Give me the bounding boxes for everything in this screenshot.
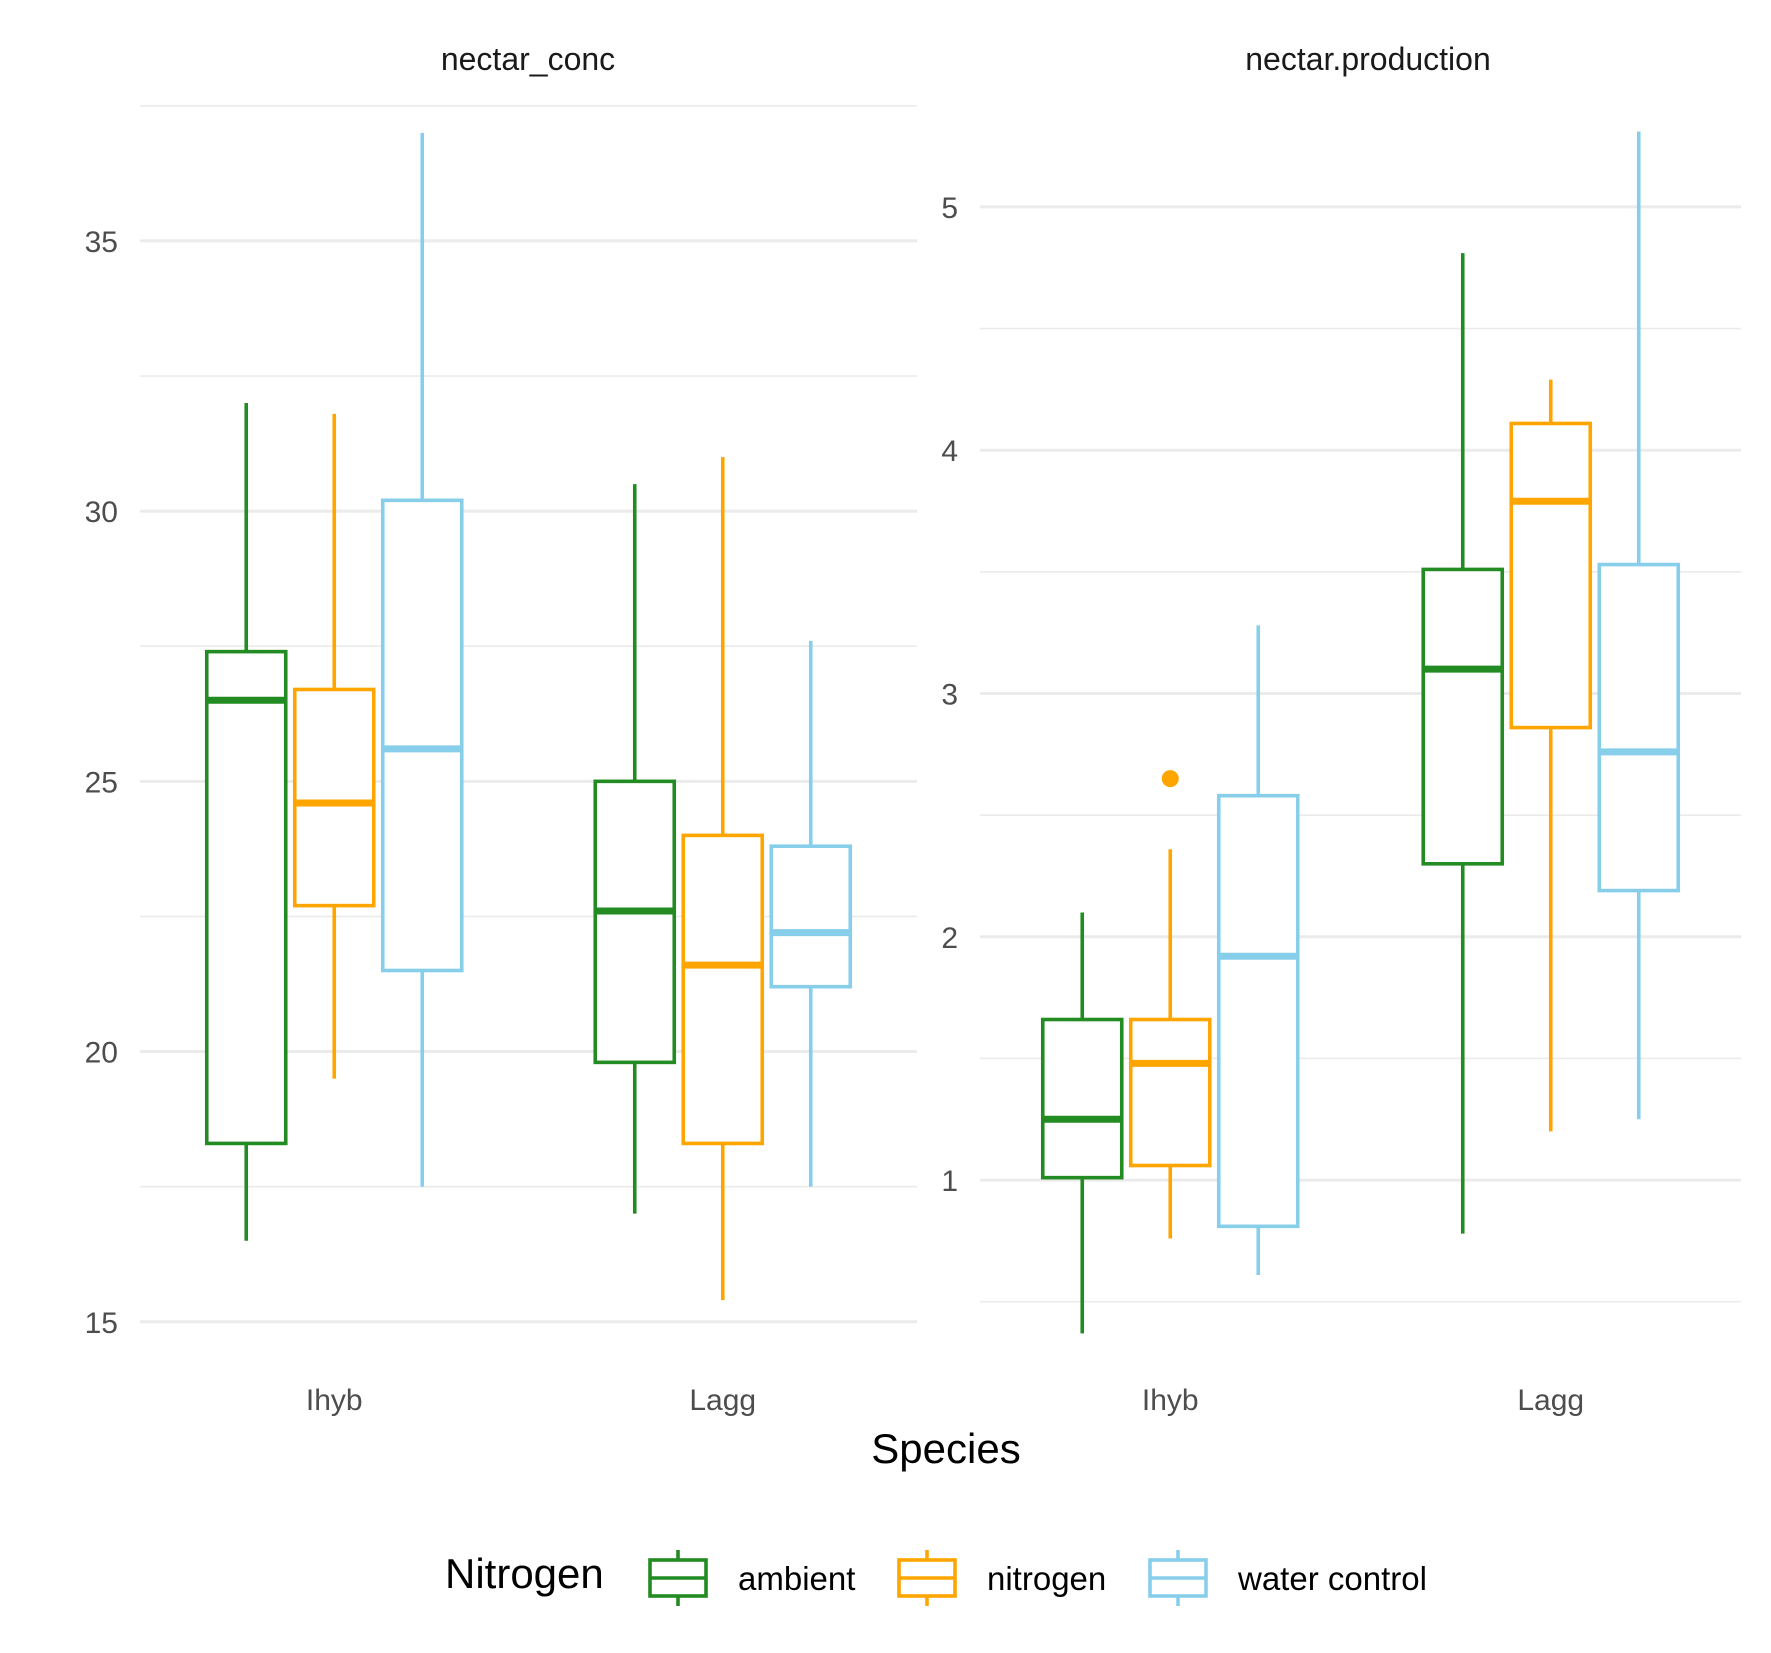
box-lagg-ambient xyxy=(593,484,677,1214)
y-tick-label: 35 xyxy=(85,226,118,259)
x-tick-label: Lagg xyxy=(1517,1384,1584,1417)
y-tick-label: 15 xyxy=(85,1307,118,1340)
y-tick-label: 1 xyxy=(941,1165,958,1198)
box-body xyxy=(1040,1017,1124,1180)
box-body xyxy=(380,498,464,973)
legend-label: water control xyxy=(1237,1560,1427,1597)
legend-title: Nitrogen xyxy=(445,1550,604,1597)
y-tick-label: 30 xyxy=(85,496,118,529)
box-lagg-nitrogen xyxy=(1509,379,1593,1132)
box-body xyxy=(1597,562,1681,893)
y-tick-label: 4 xyxy=(941,435,958,468)
box-body xyxy=(204,649,288,1146)
x-tick-label: Ihyb xyxy=(1142,1384,1199,1417)
box-lagg-water-control xyxy=(769,640,853,1187)
box-ihyb-ambient xyxy=(1040,912,1124,1334)
box-body xyxy=(1509,421,1593,730)
box-ihyb-nitrogen xyxy=(292,413,376,1079)
y-tick-label: 25 xyxy=(85,766,118,799)
box-body xyxy=(1128,1017,1212,1168)
facet-title: nectar_conc xyxy=(441,41,615,77)
legend-label: nitrogen xyxy=(987,1560,1106,1597)
legend-key-water-control xyxy=(1148,1550,1208,1606)
box-ihyb-water-control xyxy=(1216,625,1300,1275)
y-tick-label: 2 xyxy=(941,922,958,955)
facet-title: nectar.production xyxy=(1245,41,1491,77)
box-body xyxy=(769,844,853,989)
box-lagg-ambient xyxy=(1421,253,1505,1234)
box-ihyb-nitrogen xyxy=(1128,770,1212,1239)
facet-panel-nectar-production: nectar.production 1 2 3 4 5 Ihyb Lagg xyxy=(941,41,1741,1417)
y-tick-label: 3 xyxy=(941,679,958,712)
outlier-point xyxy=(1161,770,1179,788)
facet-panel-nectar-conc: nectar_conc 15 20 25 30 35 Ihyb Lagg xyxy=(85,41,917,1417)
legend-items: ambient nitrogen water control xyxy=(648,1550,1427,1606)
legend: Nitrogen ambient nitrogen water control xyxy=(445,1550,1427,1606)
box-body xyxy=(1421,567,1505,866)
box-ihyb-water-control xyxy=(380,132,464,1187)
y-tick-label: 20 xyxy=(85,1037,118,1070)
box-body xyxy=(681,833,765,1146)
x-axis-title: Species xyxy=(871,1425,1020,1472)
x-tick-label: Lagg xyxy=(689,1384,756,1417)
legend-key-ambient xyxy=(648,1550,708,1606)
legend-label: ambient xyxy=(738,1560,855,1597)
y-tick-label: 5 xyxy=(941,192,958,225)
box-body xyxy=(593,779,677,1065)
box-ihyb-ambient xyxy=(204,403,288,1241)
legend-key-nitrogen xyxy=(897,1550,957,1606)
box-lagg-water-control xyxy=(1597,131,1681,1120)
x-tick-label: Ihyb xyxy=(306,1384,363,1417)
box-lagg-nitrogen xyxy=(681,457,765,1301)
box-body xyxy=(1216,793,1300,1229)
box-body xyxy=(292,687,376,908)
